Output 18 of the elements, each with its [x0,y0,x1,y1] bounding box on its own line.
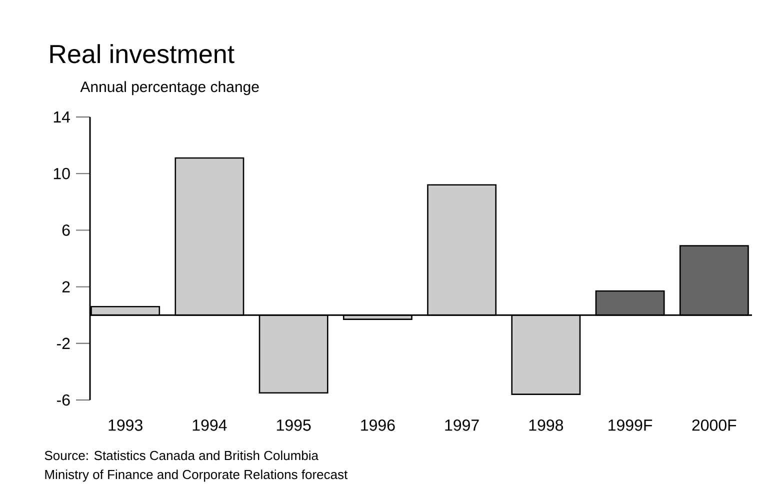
y-tick-label: 10 [54,168,70,180]
x-tick-label: 1996 [361,420,395,431]
y-tick-label: -2 [56,338,70,349]
x-tick-label: 1994 [192,420,227,431]
x-tick-label: 1998 [529,420,564,431]
y-tick-label: -6 [56,394,70,406]
x-tick-label: 2000F [692,420,736,431]
x-tick-label: 1999F [608,420,652,431]
x-tick-label: 1997 [445,420,479,431]
y-tick-label: 14 [54,111,70,122]
chart-subtitle: Annual percentage change [80,81,259,96]
y-tick-label: 6 [62,224,70,236]
chart-title: Real investment [50,44,234,64]
x-tick-label: 1995 [276,420,311,431]
y-tick-label: 2 [62,281,70,292]
x-tick-label: 1993 [108,420,142,431]
source-note: Source: Statistics Canada and British Columbia [44,450,318,460]
text: Ministry of Finance and Corporate Relations forecast [45,470,348,482]
